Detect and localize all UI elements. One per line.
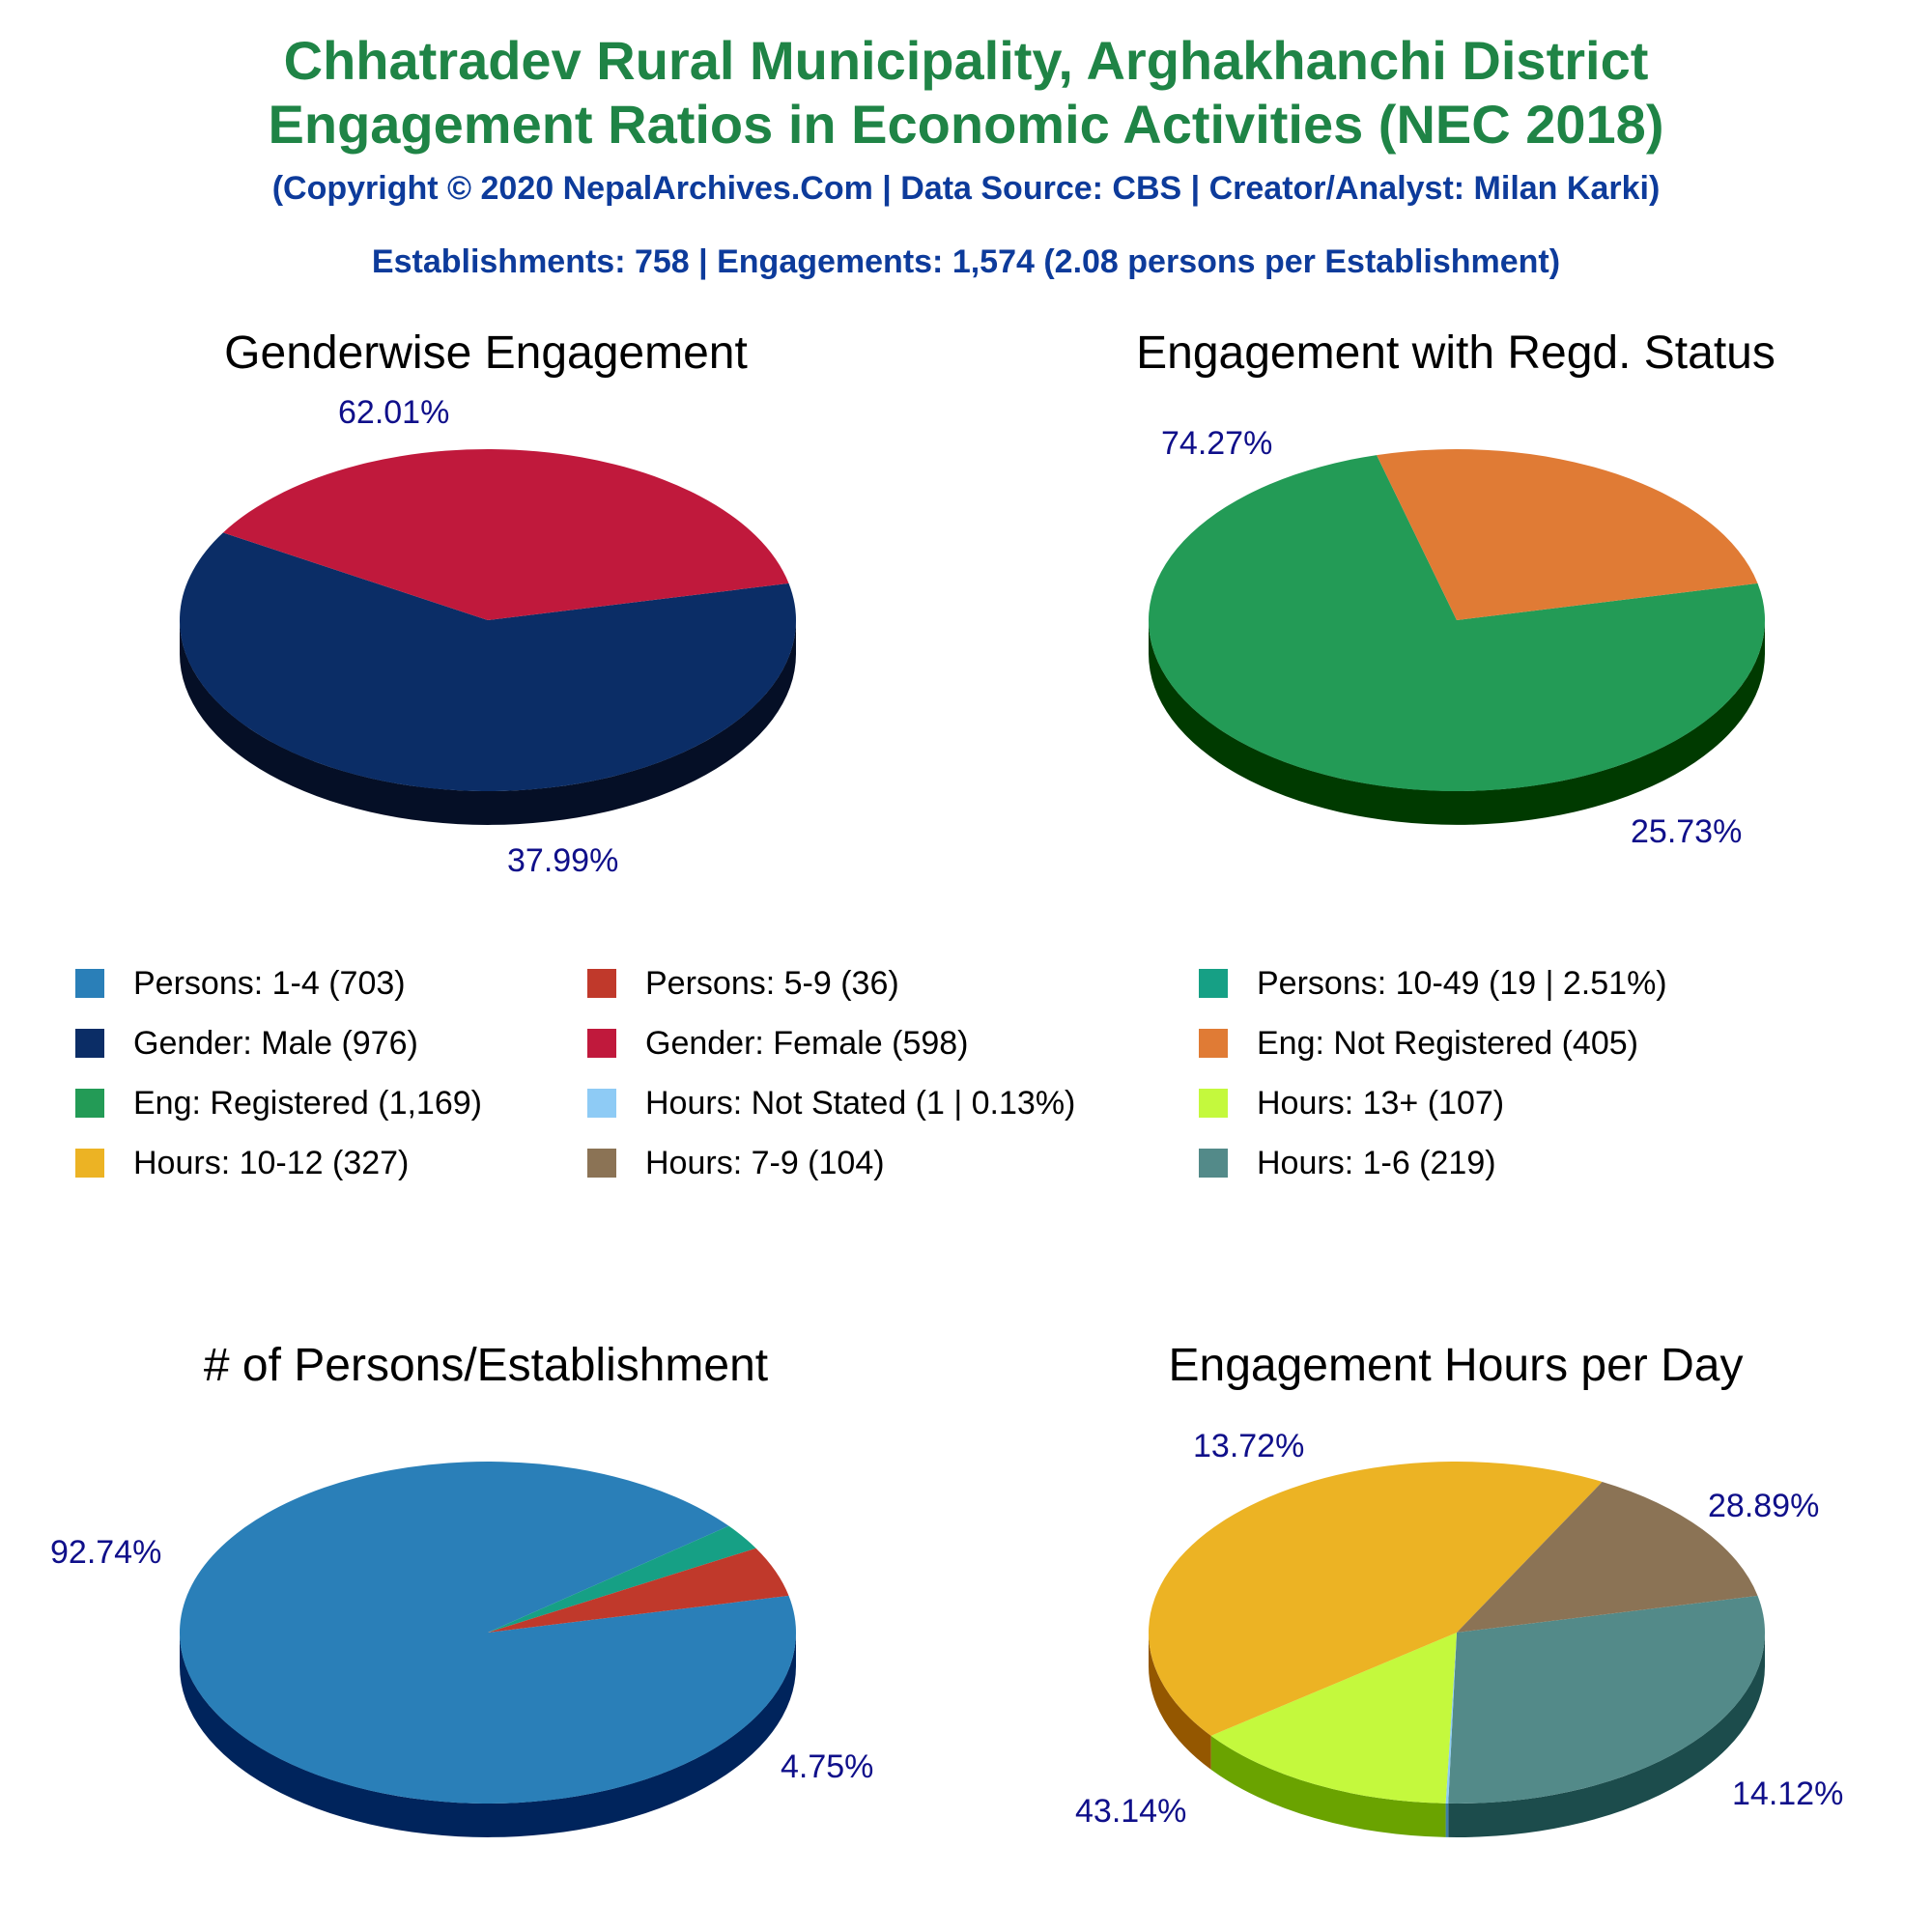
pie-slice [488, 1548, 789, 1633]
legend-label: Hours: 10-12 (327) [133, 1144, 410, 1181]
pct-label-registered: 74.27% [1161, 425, 1273, 462]
pie-slice-side [1445, 1803, 1449, 1837]
legend-swatch [75, 1089, 104, 1118]
legend-swatch [587, 1029, 616, 1058]
legend-swatch [75, 969, 104, 998]
legend-swatch [1199, 1089, 1228, 1118]
pie-slice [1149, 455, 1765, 791]
pie-slice [180, 1462, 796, 1804]
main-title-line1: Chhatradev Rural Municipality, Arghakhan… [283, 30, 1649, 91]
legend-label: Persons: 1-4 (703) [133, 964, 406, 1002]
legend-swatch [1199, 969, 1228, 998]
legend-swatch [587, 1149, 616, 1178]
legend-swatch [1199, 1029, 1228, 1058]
pie-slice-side [1149, 1633, 1211, 1770]
pie-slice-side [1448, 1633, 1765, 1837]
legend-item: Persons: 1-4 (703) [75, 962, 406, 1005]
legend-item: Hours: 10-12 (327) [75, 1142, 409, 1184]
legend-swatch [587, 1089, 616, 1118]
main-title-line2: Engagement Ratios in Economic Activities… [268, 94, 1664, 155]
pie-chart-0 [180, 449, 796, 825]
pct-label-hours-1-6: 28.89% [1708, 1488, 1820, 1524]
chart-title-persons: # of Persons/Establishment [203, 1340, 769, 1391]
legend-label: Eng: Registered (1,169) [133, 1084, 482, 1122]
pct-label-hours-7-9: 13.72% [1193, 1428, 1305, 1464]
pie-slice [1377, 449, 1758, 620]
pct-label-female: 37.99% [507, 842, 619, 879]
legend-item: Hours: 13+ (107) [1199, 1082, 1504, 1124]
pie-slice-side [180, 620, 796, 825]
pie-slice [222, 449, 789, 620]
legend-item: Hours: Not Stated (1 | 0.13%) [587, 1082, 1075, 1124]
pie-chart-1 [1149, 449, 1765, 825]
legend-swatch [75, 1149, 104, 1178]
legend-item: Gender: Male (976) [75, 1022, 418, 1065]
legend-item: Hours: 7-9 (104) [587, 1142, 885, 1184]
legend-swatch [587, 969, 616, 998]
legend-item: Gender: Female (598) [587, 1022, 969, 1065]
pct-label-persons-1-4: 92.74% [50, 1534, 162, 1571]
legend-label: Hours: 1-6 (219) [1257, 1144, 1496, 1181]
chart-title-regd: Engagement with Regd. Status [1136, 327, 1776, 379]
legend-label: Persons: 10-49 (19 | 2.51%) [1257, 964, 1667, 1002]
pct-label-persons-5-9: 4.75% [781, 1748, 874, 1785]
legend-swatch [75, 1029, 104, 1058]
pie-slice [1210, 1633, 1457, 1804]
pie-slice [488, 1525, 756, 1633]
pie-slice-side [180, 1633, 796, 1837]
copyright-line: (Copyright © 2020 NepalArchives.Com | Da… [271, 170, 1661, 207]
pct-label-not-registered: 25.73% [1631, 813, 1743, 850]
pie-slice [1457, 1481, 1758, 1633]
pie-slice [180, 532, 796, 791]
pie-chart-2 [180, 1462, 796, 1837]
legend-label: Hours: Not Stated (1 | 0.13%) [645, 1084, 1076, 1122]
pie-chart-3 [1148, 1461, 1765, 1837]
pct-label-male: 62.01% [338, 394, 450, 431]
legend-label: Gender: Female (598) [645, 1024, 969, 1062]
pie-slice [1445, 1633, 1457, 1804]
pie-slice-side [1149, 620, 1765, 825]
pie-slice-side [1210, 1735, 1446, 1837]
pct-label-hours-13plus: 14.12% [1732, 1776, 1844, 1812]
legend-label: Eng: Not Registered (405) [1257, 1024, 1638, 1062]
summary-line: Establishments: 758 | Engagements: 1,574… [371, 243, 1561, 280]
legend-label: Persons: 5-9 (36) [645, 964, 899, 1002]
legend-swatch [1199, 1149, 1228, 1178]
chart-title-hours: Engagement Hours per Day [1168, 1340, 1744, 1391]
legend-item: Eng: Not Registered (405) [1199, 1022, 1638, 1065]
legend-item: Persons: 10-49 (19 | 2.51%) [1199, 962, 1667, 1005]
legend-item: Hours: 1-6 (219) [1199, 1142, 1496, 1184]
pie-slice [1148, 1461, 1603, 1736]
pct-label-hours-10-12: 43.14% [1075, 1793, 1187, 1830]
chart-title-gender: Genderwise Engagement [224, 327, 748, 379]
legend-item: Eng: Registered (1,169) [75, 1082, 482, 1124]
legend-label: Hours: 7-9 (104) [645, 1144, 885, 1181]
pie-slice [1448, 1595, 1765, 1804]
legend-label: Gender: Male (976) [133, 1024, 418, 1062]
legend-label: Hours: 13+ (107) [1257, 1084, 1505, 1122]
legend-item: Persons: 5-9 (36) [587, 962, 899, 1005]
